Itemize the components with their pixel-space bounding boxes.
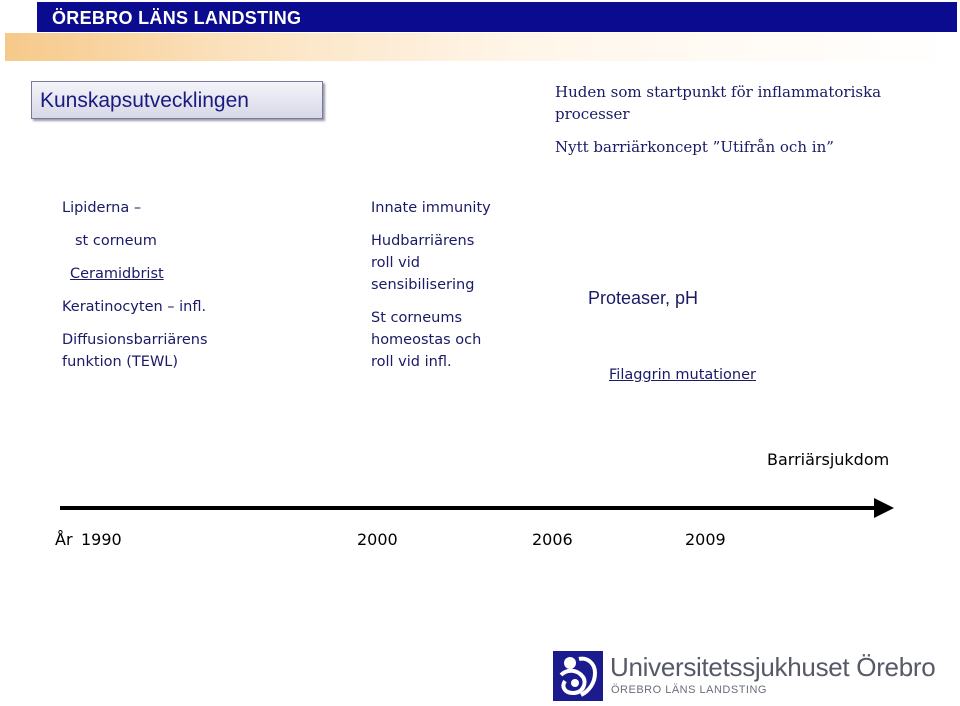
timeline-year-2000: 2000 bbox=[357, 530, 398, 549]
col3-proteaser: Proteaser, pH bbox=[588, 288, 699, 308]
col1-diffusion-line-2: funktion (TEWL) bbox=[62, 354, 179, 370]
timeline-year-2006: 2006 bbox=[532, 530, 573, 549]
timeline-arrowhead-icon bbox=[874, 498, 894, 518]
col1-ceramidbrist: Ceramidbrist bbox=[70, 266, 164, 282]
headline-line-2: processer bbox=[555, 105, 630, 123]
header-bar: ÖREBRO LÄNS LANDSTING bbox=[37, 2, 957, 32]
header-gradient-band bbox=[5, 33, 955, 61]
barriarsjukdom-label: Barriärsjukdom bbox=[767, 450, 890, 469]
headline-line-1: Huden som startpunkt för inflammatoriska bbox=[555, 83, 882, 101]
col2-st-corneums: St corneums homeostas och roll vid infl. bbox=[371, 307, 481, 373]
col1-diffusion: Diffusionsbarriärens funktion (TEWL) bbox=[62, 329, 208, 373]
col1-st-corneum: st corneum bbox=[75, 233, 157, 249]
topic-label: Kunskapsutvecklingen bbox=[40, 89, 249, 112]
timeline-year-prefix: År bbox=[55, 530, 73, 549]
col3-filaggrin: Filaggrin mutationer bbox=[609, 367, 756, 383]
landsting-logo-icon bbox=[553, 651, 603, 701]
col2-hudbarriar: Hudbarriärens roll vid sensibilisering bbox=[371, 230, 474, 296]
topic-box: Kunskapsutvecklingen bbox=[31, 81, 323, 119]
col2-st-line-1: St corneums bbox=[371, 310, 463, 326]
headline: Huden som startpunkt för inflammatoriska… bbox=[555, 81, 881, 158]
col2-hud-line-3: sensibilisering bbox=[371, 277, 475, 293]
col2-st-line-2: homeostas och bbox=[371, 332, 482, 348]
timeline-year-1990: 1990 bbox=[81, 530, 122, 549]
logo-name: Universitetssjukhuset Örebro bbox=[610, 652, 936, 682]
timeline-line bbox=[60, 506, 878, 510]
col1-keratinocyten: Keratinocyten – infl. bbox=[62, 299, 207, 315]
logo-sub: ÖREBRO LÄNS LANDSTING bbox=[611, 684, 767, 696]
col2-innate: Innate immunity bbox=[371, 200, 491, 216]
timeline-year-2009: 2009 bbox=[685, 530, 726, 549]
col1-lipiderna: Lipiderna – bbox=[62, 200, 142, 216]
headline-line-3: Nytt barriärkoncept ”Utifrån och in” bbox=[555, 138, 834, 156]
header-title: ÖREBRO LÄNS LANDSTING bbox=[52, 8, 302, 28]
col2-st-line-3: roll vid infl. bbox=[371, 354, 452, 370]
col1-diffusion-line-1: Diffusionsbarriärens bbox=[62, 332, 208, 348]
col2-hud-line-2: roll vid bbox=[371, 255, 420, 271]
col2-hud-line-1: Hudbarriärens bbox=[371, 233, 475, 249]
